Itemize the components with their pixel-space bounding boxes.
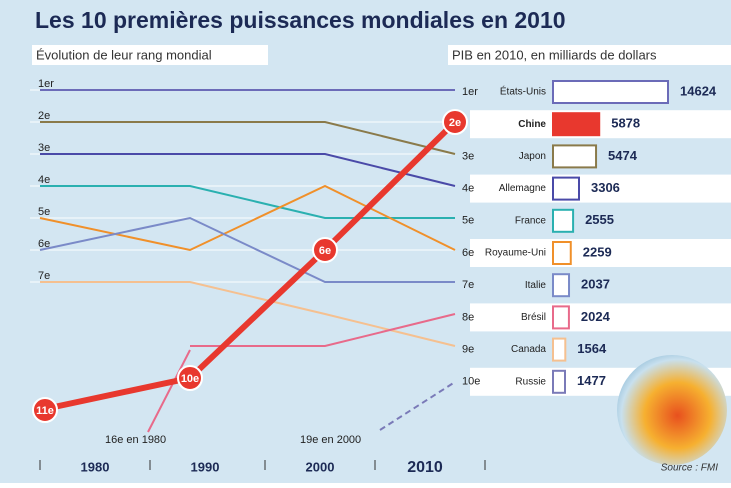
series-line	[40, 121, 456, 155]
bars: 1er États-Unis 14624 Chine 5878 3e Japon 5474 4e…	[462, 80, 717, 394]
category-label: Italie	[525, 280, 547, 291]
subtitle: Évolution de leur rang mondial	[36, 47, 212, 62]
y-tick-label: 4e	[38, 174, 50, 186]
bar	[552, 241, 572, 265]
value-label: 3306	[591, 180, 620, 195]
value-label: 2259	[583, 244, 612, 259]
value-label: 1564	[577, 341, 607, 356]
rank-label: 9e	[462, 344, 474, 356]
point	[32, 397, 58, 423]
bar	[552, 369, 566, 394]
category-label: Royaume-Uni	[485, 248, 546, 259]
x-tick-label: 2000	[306, 459, 335, 474]
bar	[552, 208, 575, 233]
bar	[552, 176, 580, 201]
y-tick-label: 6e	[38, 238, 50, 250]
data-label: 2e	[449, 117, 461, 129]
subtitle-box	[32, 45, 268, 65]
series-line	[39, 216, 455, 283]
rank-label: 4e	[462, 183, 474, 195]
y-tick-label: 3e	[38, 142, 50, 154]
chart-title: Les 10 premières puissances mondiales en…	[35, 7, 566, 33]
annotation: 16e en 1980	[105, 434, 166, 446]
category-label: États-Unis	[500, 85, 546, 98]
rank-label: 3e	[462, 150, 474, 162]
rank-label: 8e	[462, 311, 474, 323]
data-label: 6e	[319, 245, 331, 257]
bar	[552, 80, 669, 104]
x-tick-label: 2010	[407, 459, 443, 476]
bar	[552, 112, 601, 137]
subtitle-box	[448, 45, 731, 65]
rank-label: 1er	[462, 86, 478, 98]
annotation: 19e en 2000	[300, 434, 361, 446]
row-background	[470, 239, 731, 267]
bar	[552, 273, 571, 298]
point	[177, 365, 203, 391]
bar	[552, 144, 598, 169]
data-label: 11e	[36, 405, 54, 417]
y-tick-label: 1er	[38, 78, 54, 90]
connector	[147, 349, 191, 433]
data-label: 10e	[181, 373, 199, 385]
lines: 11e 10e 6e 2e	[32, 89, 468, 423]
value-label: 1477	[577, 373, 606, 388]
point	[442, 109, 468, 135]
x-tick-label: 1990	[191, 459, 220, 474]
category-label: Brésil	[521, 312, 546, 323]
rank-label: 6e	[462, 247, 474, 259]
globe	[617, 355, 727, 465]
row-background	[470, 303, 731, 332]
category-label: Allemagne	[499, 183, 547, 194]
category-label: Russie	[515, 376, 546, 387]
category-label: Chine	[518, 119, 546, 130]
x-ticks	[39, 460, 486, 470]
value-label: 14624	[680, 83, 717, 98]
row-background	[470, 110, 731, 139]
y-tick-label: 2e	[38, 110, 50, 122]
value-label: 2037	[581, 277, 610, 292]
category-label: Canada	[511, 344, 546, 355]
y-tick-label: 7e	[38, 270, 50, 282]
series-line	[39, 119, 458, 413]
bar	[552, 305, 570, 330]
y-tick-label: 5e	[38, 206, 50, 218]
rank-label: 10e	[462, 376, 480, 388]
row-backgrounds	[470, 110, 731, 396]
value-label: 2024	[581, 309, 611, 324]
category-label: France	[515, 215, 547, 226]
series-line	[190, 313, 456, 347]
subtitle: PIB en 2010, en milliards de dollars	[452, 47, 657, 62]
value-label: 2555	[585, 212, 614, 227]
source: Source : FMI	[661, 463, 718, 474]
series-line	[40, 153, 456, 187]
point	[312, 237, 338, 263]
row-background	[470, 174, 731, 203]
rank-label: 7e	[462, 279, 474, 291]
connector	[379, 381, 456, 431]
x-tick-label: 1980	[81, 459, 110, 474]
value-label: 5474	[608, 148, 638, 163]
bar	[552, 337, 567, 362]
value-label: 5878	[611, 116, 640, 131]
rank-label: 5e	[462, 215, 474, 227]
category-label: Japon	[519, 151, 546, 162]
